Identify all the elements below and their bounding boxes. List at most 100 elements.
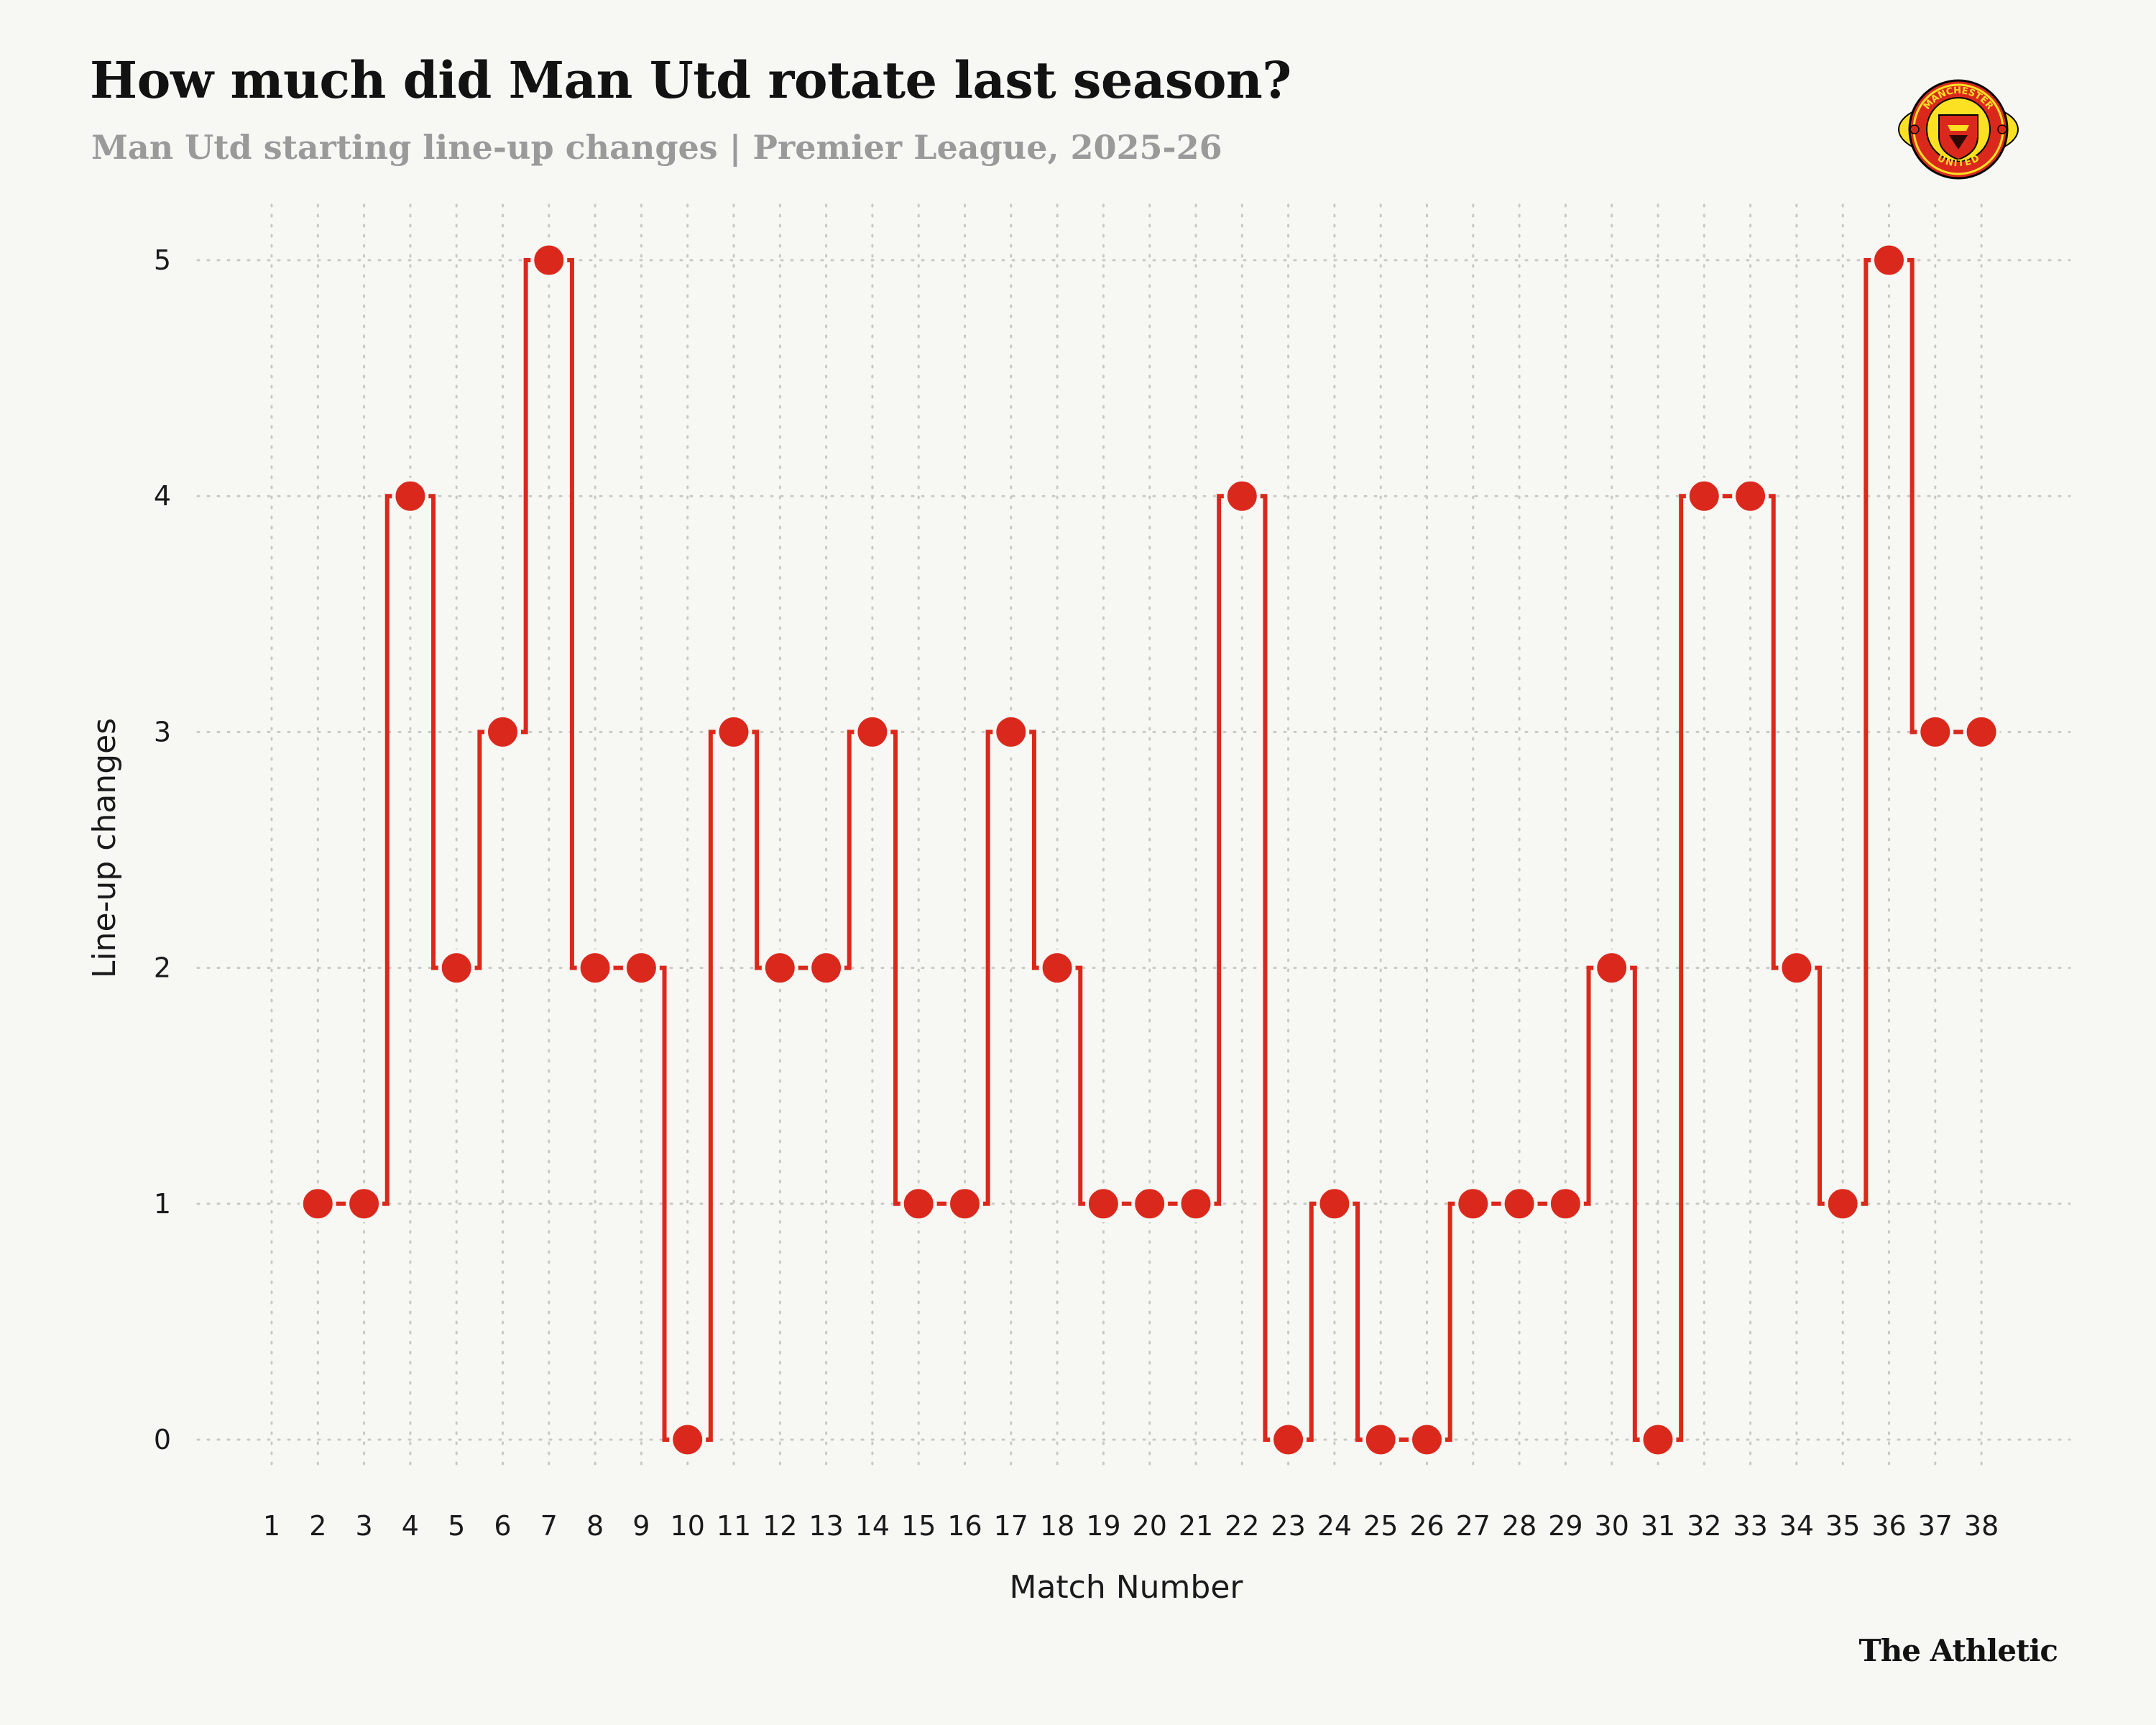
step-segment — [456, 730, 503, 970]
data-point — [1917, 713, 1954, 750]
data-point — [438, 949, 475, 987]
x-tick-label: 36 — [1871, 1510, 1906, 1542]
data-point — [622, 949, 660, 987]
data-point — [1732, 477, 1769, 515]
x-tick-label: 19 — [1086, 1510, 1120, 1542]
x-tick-label: 11 — [717, 1510, 751, 1542]
x-tick-label: 8 — [586, 1510, 604, 1542]
brand-logo: The Athletic — [1858, 1633, 2058, 1668]
x-tick-label: 6 — [494, 1510, 511, 1542]
x-tick-label: 31 — [1641, 1510, 1675, 1542]
data-point — [1501, 1185, 1538, 1223]
data-point — [299, 1185, 336, 1223]
data-point — [946, 1185, 983, 1223]
data-point — [392, 477, 429, 515]
step-segment — [548, 258, 596, 970]
data-point — [1131, 1185, 1169, 1223]
step-segment — [734, 730, 780, 970]
x-axis-ticks: 1 2 3 4 5 6 7 8 9 10 11 12 13 14 15 16 17 18 19 20 21 22 23 24 2… — [263, 1510, 1999, 1542]
x-tick-label: 5 — [448, 1510, 465, 1542]
step-segment — [1796, 965, 1843, 1206]
y-tick-label: 0 — [154, 1424, 171, 1455]
data-point — [854, 713, 891, 750]
y-tick-label: 2 — [154, 952, 171, 984]
data-point — [1455, 1185, 1492, 1223]
x-tick-label: 24 — [1317, 1510, 1352, 1542]
data-point — [808, 949, 845, 987]
data-point — [715, 713, 752, 750]
y-axis-ticks: 0 1 2 3 4 5 — [154, 244, 171, 1455]
data-point — [1824, 1185, 1861, 1223]
x-tick-label: 10 — [671, 1510, 705, 1542]
y-tick-label: 4 — [154, 480, 171, 512]
x-tick-label: 27 — [1456, 1510, 1491, 1542]
x-axis-title: Match Number — [1010, 1569, 1244, 1606]
svg-text:UNITED: UNITED — [1935, 153, 1981, 170]
step-segment — [1334, 1201, 1381, 1442]
data-point — [1084, 1185, 1122, 1223]
step-segment — [1427, 1201, 1473, 1442]
y-tick-label: 5 — [154, 244, 171, 276]
step-segment — [1288, 1201, 1335, 1442]
x-tick-label: 15 — [901, 1510, 936, 1542]
x-tick-label: 16 — [947, 1510, 982, 1542]
y-tick-label: 1 — [154, 1188, 171, 1220]
data-point — [1547, 1185, 1584, 1223]
x-tick-label: 26 — [1409, 1510, 1444, 1542]
x-tick-label: 32 — [1687, 1510, 1721, 1542]
manchester-united-crest-icon: MANCHESTER UNITED — [1898, 79, 2019, 180]
x-tick-label: 22 — [1225, 1510, 1259, 1542]
x-tick-label: 23 — [1271, 1510, 1305, 1542]
x-tick-label: 30 — [1595, 1510, 1629, 1542]
x-tick-label: 21 — [1179, 1510, 1213, 1542]
data-point — [1871, 242, 1907, 279]
data-point — [669, 1421, 706, 1458]
data-point — [1778, 949, 1815, 987]
grid — [196, 203, 2071, 1468]
data-point — [346, 1185, 383, 1223]
step-segment — [1242, 494, 1289, 1442]
data-points — [299, 242, 2000, 1458]
x-tick-label: 17 — [994, 1510, 1028, 1542]
step-segment — [1010, 730, 1058, 970]
x-tick-label: 1 — [263, 1510, 280, 1542]
x-tick-label: 29 — [1548, 1510, 1583, 1542]
data-point — [1316, 1185, 1353, 1223]
x-tick-label: 20 — [1133, 1510, 1167, 1542]
data-point — [1409, 1421, 1445, 1458]
data-point — [484, 713, 521, 750]
step-segment — [1196, 494, 1243, 1206]
x-tick-label: 25 — [1363, 1510, 1398, 1542]
x-tick-label: 18 — [1040, 1510, 1074, 1542]
data-point — [1038, 949, 1076, 987]
data-point — [1177, 1185, 1215, 1223]
x-tick-label: 13 — [808, 1510, 843, 1542]
x-tick-label: 2 — [309, 1510, 326, 1542]
data-point — [1639, 1421, 1677, 1458]
x-tick-label: 7 — [540, 1510, 558, 1542]
step-segment — [826, 730, 872, 970]
data-point — [1593, 949, 1631, 987]
x-tick-label: 33 — [1733, 1510, 1767, 1542]
data-point — [1362, 1421, 1399, 1458]
data-point — [992, 713, 1030, 750]
x-tick-label: 14 — [855, 1510, 890, 1542]
data-point — [1223, 477, 1261, 515]
x-tick-label: 12 — [763, 1510, 797, 1542]
step-segment — [1057, 965, 1104, 1206]
page-subtitle: Man Utd starting line-up changes | Premi… — [91, 128, 1222, 167]
data-point — [900, 1185, 937, 1223]
x-tick-label: 9 — [632, 1510, 650, 1542]
data-point — [761, 949, 798, 987]
x-tick-label: 37 — [1918, 1510, 1953, 1542]
x-tick-label: 34 — [1779, 1510, 1814, 1542]
data-point — [530, 242, 568, 279]
data-point — [576, 949, 614, 987]
x-tick-label: 4 — [402, 1510, 419, 1542]
data-point — [1270, 1421, 1307, 1458]
data-point — [1963, 713, 2000, 750]
crest-bottom-text: UNITED — [1935, 153, 1981, 170]
step-segment — [687, 730, 734, 1442]
x-tick-label: 38 — [1964, 1510, 1999, 1542]
